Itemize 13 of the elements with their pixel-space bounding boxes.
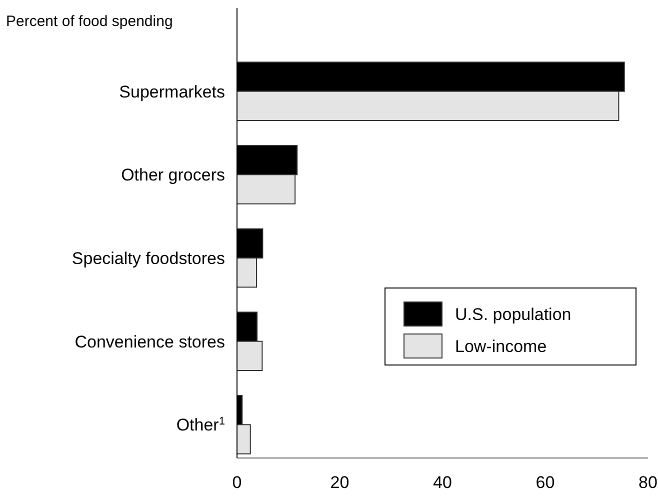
legend-label: Low-income bbox=[455, 337, 547, 356]
y-tick-label: Convenience stores bbox=[74, 332, 225, 352]
text: Percent of food spending bbox=[6, 13, 173, 30]
x-tick-label: 20 bbox=[330, 473, 350, 492]
x-tick-label: 60 bbox=[536, 473, 555, 492]
y-tick-label: Other$^{1}$ bbox=[176, 416, 225, 435]
legend-label: U.S. population bbox=[455, 305, 572, 324]
x-tick-label: 0 bbox=[232, 473, 242, 492]
x-tick-label: 40 bbox=[433, 473, 452, 492]
y-tick-label: Supermarkets bbox=[119, 82, 225, 102]
y-tick-label: Specialty foodstores bbox=[72, 249, 225, 268]
y-tick-label: Other grocers bbox=[121, 166, 225, 185]
x-tick-label: 80 bbox=[638, 473, 658, 492]
